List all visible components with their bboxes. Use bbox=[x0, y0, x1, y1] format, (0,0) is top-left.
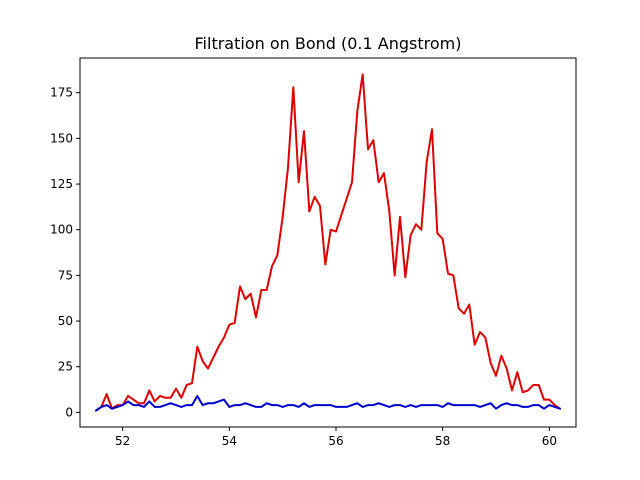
y-tick-label: 50 bbox=[58, 314, 73, 328]
y-tick-label: 100 bbox=[50, 223, 73, 237]
series-line-2 bbox=[95, 394, 561, 412]
y-axis: 0 25 50 75 100 125 150 175 bbox=[50, 86, 80, 419]
chart-title: Filtration on Bond (0.1 Angstrom) bbox=[195, 34, 462, 53]
series-lines bbox=[95, 73, 561, 412]
x-tick-label: 58 bbox=[435, 434, 450, 448]
x-axis: 52 54 56 58 60 bbox=[115, 427, 557, 448]
series-line-1 bbox=[95, 73, 561, 412]
y-tick-label: 75 bbox=[58, 268, 73, 282]
x-tick-label: 52 bbox=[115, 434, 130, 448]
x-tick-label: 54 bbox=[222, 434, 237, 448]
y-tick-label: 150 bbox=[50, 131, 73, 145]
plot-frame bbox=[79, 57, 577, 428]
x-tick-label: 56 bbox=[328, 434, 343, 448]
y-tick-label: 125 bbox=[50, 177, 73, 191]
y-tick-label: 25 bbox=[58, 360, 73, 374]
y-tick-label: 0 bbox=[65, 405, 73, 419]
y-tick-label: 175 bbox=[50, 86, 73, 100]
x-tick-label: 60 bbox=[542, 434, 557, 448]
